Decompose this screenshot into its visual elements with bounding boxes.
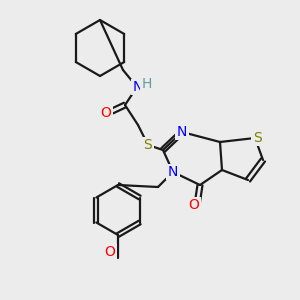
Text: N: N: [177, 125, 187, 139]
Text: O: O: [189, 198, 200, 212]
Text: N: N: [168, 165, 178, 179]
Text: N: N: [133, 80, 143, 94]
Text: O: O: [105, 245, 116, 259]
Text: H: H: [142, 77, 152, 91]
Text: S: S: [253, 131, 261, 145]
Text: O: O: [100, 106, 111, 120]
Text: S: S: [144, 138, 152, 152]
